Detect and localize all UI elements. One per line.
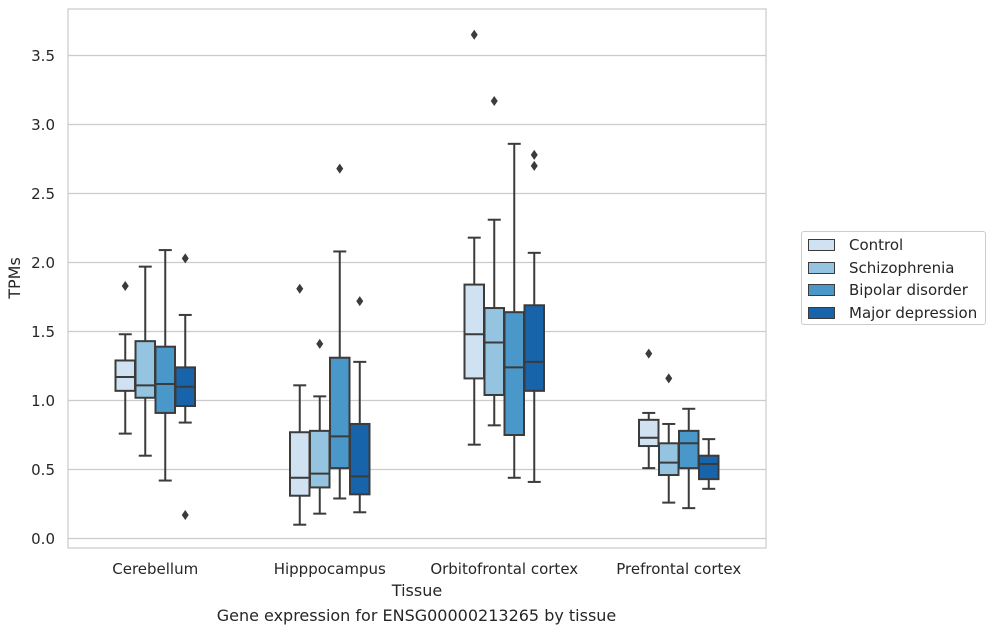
box xyxy=(483,307,505,396)
box xyxy=(658,442,680,477)
legend-label-major-depression: Major depression xyxy=(849,304,978,322)
y-tick-label: 1.0 xyxy=(31,392,55,410)
y-tick-label: 3.0 xyxy=(31,116,55,134)
box-group xyxy=(134,265,156,457)
box-group xyxy=(523,149,545,483)
box xyxy=(349,422,371,496)
legend-label-schizophrenia: Schizophrenia xyxy=(849,259,955,277)
x-axis-label: Tissue xyxy=(391,581,442,600)
legend-label-bipolar-disorder: Bipolar disorder xyxy=(849,281,968,299)
x-tick-label: Orbitofrontal cortex xyxy=(430,560,578,578)
y-tick-label: 0.5 xyxy=(31,461,55,479)
box-group xyxy=(483,96,505,427)
outlier-point xyxy=(356,296,364,307)
box xyxy=(638,418,660,448)
axis-ticks: 0.0 0.5 1.0 1.5 2.0 2.5 3.0 3.5 Cerebellum Hipppo… xyxy=(31,47,741,578)
chart-caption: Gene expression for ENSG00000213265 by t… xyxy=(216,606,617,625)
outlier-point xyxy=(470,29,478,40)
box xyxy=(698,454,720,481)
box-group xyxy=(154,249,176,482)
y-tick-label: 2.0 xyxy=(31,254,55,272)
legend-item-major-depression: Major depression xyxy=(808,304,977,322)
legend-swatch-schizophrenia xyxy=(808,262,835,274)
outlier-point xyxy=(296,283,304,294)
box-group xyxy=(114,280,136,435)
box-group xyxy=(658,373,680,504)
box xyxy=(114,359,136,392)
y-tick-label: 3.5 xyxy=(31,47,55,65)
box-group xyxy=(678,407,700,510)
legend: Control Schizophrenia Bipolar disorder M… xyxy=(801,231,986,325)
box-group xyxy=(289,283,311,526)
legend-swatch-bipolar-disorder xyxy=(808,284,835,296)
y-tick-label: 2.5 xyxy=(31,185,55,203)
outlier-point xyxy=(530,160,538,171)
legend-label-control: Control xyxy=(849,236,904,254)
legend-swatch-major-depression xyxy=(808,307,835,319)
outlier-point xyxy=(121,280,129,291)
box-group xyxy=(174,253,196,521)
box xyxy=(463,283,485,380)
y-axis-label: TPMs xyxy=(5,257,24,300)
x-tick-label: Cerebellum xyxy=(112,560,198,578)
outlier-point xyxy=(316,338,324,349)
box xyxy=(678,429,700,470)
box-group xyxy=(698,438,720,490)
outlier-point xyxy=(181,253,189,264)
y-tick-label: 0.0 xyxy=(31,530,55,548)
legend-item-bipolar-disorder: Bipolar disorder xyxy=(808,281,968,299)
box-plots xyxy=(114,29,720,526)
plot-area-frame xyxy=(67,8,767,549)
y-tick-label: 1.5 xyxy=(31,323,55,341)
legend-item-schizophrenia: Schizophrenia xyxy=(808,259,954,277)
outlier-point xyxy=(530,149,538,160)
x-tick-label: Prefrontal cortex xyxy=(616,560,741,578)
box xyxy=(289,431,311,497)
legend-swatch-control xyxy=(808,239,835,251)
box-group xyxy=(329,163,351,500)
box-group xyxy=(349,296,371,514)
x-tick-label: Hipppocampus xyxy=(274,560,386,578)
box xyxy=(309,429,331,489)
box xyxy=(134,340,156,399)
outlier-point xyxy=(645,348,653,359)
outlier-point xyxy=(665,373,673,384)
box-group xyxy=(463,29,485,446)
legend-item-control: Control xyxy=(808,236,903,254)
box xyxy=(523,304,545,392)
box xyxy=(503,311,525,436)
outlier-point xyxy=(336,163,344,174)
box-group xyxy=(638,348,660,470)
outlier-point xyxy=(490,96,498,107)
box-group xyxy=(309,338,331,515)
box xyxy=(329,356,351,470)
box xyxy=(154,345,176,414)
outlier-point xyxy=(181,510,189,521)
